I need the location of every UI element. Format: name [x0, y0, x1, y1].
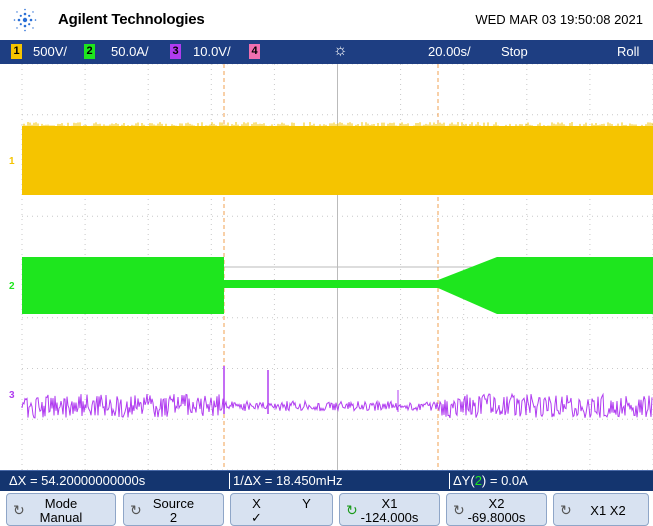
x1-value: -124.000s: [340, 511, 439, 525]
channel-4-badge[interactable]: 4: [249, 44, 260, 59]
x2-softkey[interactable]: ↻ X2 -69.8000s: [446, 493, 547, 526]
channel-2-marker: 2: [9, 281, 15, 292]
channel-2-trace-mid: [224, 280, 438, 288]
title-bar: Agilent Technologies WED MAR 03 19:50:08…: [0, 0, 653, 40]
x1x2-softkey[interactable]: ↻ X1 X2: [553, 493, 649, 526]
x1x2-label: X1 X2: [568, 504, 648, 518]
channel-3-scale: 10.0V/: [193, 44, 231, 60]
channel-1-trace: [22, 126, 653, 195]
channel-1-marker: 1: [9, 156, 15, 167]
x2-value: -69.8000s: [447, 511, 546, 525]
x1-label: X1: [340, 497, 439, 511]
delta-x-readout: ΔX = 54.20000000000s: [6, 473, 229, 489]
delta-y-channel: 2: [475, 473, 482, 488]
channel-1-badge[interactable]: 1: [11, 44, 22, 59]
channel-2-badge[interactable]: 2: [84, 44, 95, 59]
mode-softkey[interactable]: ↻ Mode Manual: [6, 493, 116, 526]
measurement-bar: ΔX = 54.20000000000s 1/ΔX = 18.450mHz ΔY…: [0, 470, 653, 491]
status-bar: 1 500V/ 2 50.0A/ 3 10.0V/ 4 ☼ 20.00s/ St…: [0, 40, 653, 64]
channel-2-scale: 50.0A/: [111, 44, 149, 60]
mode-label: Mode: [7, 497, 115, 511]
softkey-row: ↻ Mode Manual ↻ Source 2 X ✓ Y ↻ X1 -124…: [0, 491, 653, 526]
y-option: Y: [281, 497, 332, 511]
channel-1-scale: 500V/: [33, 44, 67, 60]
run-state[interactable]: Stop: [501, 44, 528, 60]
x1-softkey[interactable]: ↻ X1 -124.000s: [339, 493, 440, 526]
x2-label: X2: [447, 497, 546, 511]
waveform-display[interactable]: 1 2 3: [0, 64, 653, 470]
waveform-graticule: [0, 64, 653, 470]
date-time: WED MAR 03 19:50:08 2021: [475, 12, 643, 27]
delta-y-readout: ΔY(2) = 0.0A: [449, 473, 653, 489]
x-selected-check: ✓: [181, 511, 332, 525]
channel-3-badge[interactable]: 3: [170, 44, 181, 59]
timebase: 20.00s/: [428, 44, 471, 60]
channel-3-marker: 3: [9, 390, 15, 401]
channel-2-trace-left: [22, 257, 224, 314]
channel-2-trace-right: [438, 257, 653, 314]
agilent-spark-icon: [12, 7, 38, 33]
trigger-sun-icon: ☼: [333, 42, 348, 60]
xy-softkey[interactable]: X ✓ Y: [230, 493, 333, 526]
mode-value: Manual: [7, 511, 115, 525]
brand-name: Agilent Technologies: [58, 11, 205, 28]
acq-mode: Roll: [617, 44, 639, 60]
inverse-delta-x-readout: 1/ΔX = 18.450mHz: [229, 473, 443, 489]
